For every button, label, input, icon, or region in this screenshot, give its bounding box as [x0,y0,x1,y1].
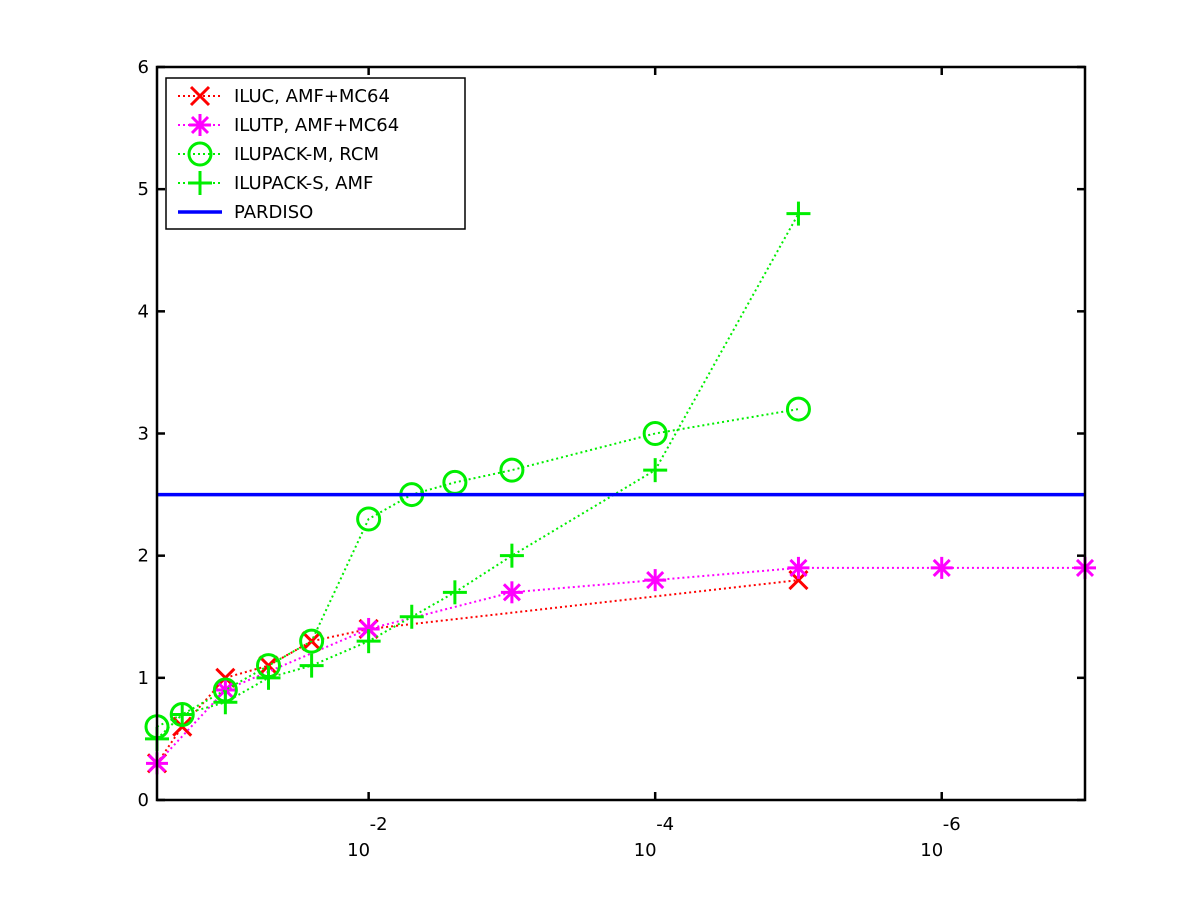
data-point-ilupack-s-amf-6 [399,604,424,629]
x-tick-label-base--6: 10 [920,840,943,861]
data-point-ilutp-amf-mc64-6 [930,556,953,579]
data-point-ilutp-amf-mc64-3 [500,581,523,604]
data-point-ilupack-m-rcm-5 [356,506,382,532]
plot-area [144,201,1096,775]
x-tick-label-exponent--6: -6 [943,814,961,835]
y-tick-label-1: 1 [138,668,149,689]
y-tick-label-6: 6 [138,57,149,78]
legend-marker-ilupack-s-amf [188,171,212,195]
series-ilutp-amf-mc64 [146,556,1096,775]
legend-label-ilutp-amf-mc64: ILUTP, AMF+MC64 [234,115,399,136]
data-point-ilupack-s-amf-9 [643,458,668,483]
series-line-ilupack-m-rcm [156,408,799,728]
legend-entry-ilutp-amf-mc64: ILUTP, AMF+MC64 [178,114,399,136]
legend-entry-ilupack-s-amf: ILUPACK-S, AMF [178,171,373,195]
data-point-ilutp-amf-mc64-5 [787,556,810,579]
data-point-ilupack-s-amf-1 [170,702,195,727]
x-tick-label-exponent--2: -2 [370,814,388,835]
y-tick-label-4: 4 [138,301,149,322]
data-point-ilupack-s-amf-5 [356,629,381,654]
legend-label-ilupack-s-amf: ILUPACK-S, AMF [234,173,373,194]
legend-label-ilupack-m-rcm: ILUPACK-M, RCM [234,144,379,165]
legend-entry-iluc-amf-mc64: ILUC, AMF+MC64 [178,85,390,107]
data-point-ilupack-m-rcm-4 [299,628,325,654]
data-point-ilupack-s-amf-3 [256,665,281,690]
y-tick-label-0: 0 [138,790,149,811]
data-point-ilupack-m-rcm-9 [642,421,668,446]
legend-entry-ilupack-m-rcm: ILUPACK-M, RCM [178,141,379,167]
data-point-ilutp-amf-mc64-2 [357,617,380,640]
series-line-ilutp-amf-mc64 [156,566,1085,765]
data-point-ilupack-m-rcm-10 [785,396,811,422]
data-point-ilupack-s-amf-8 [499,543,524,568]
data-point-ilupack-s-amf-4 [299,653,324,678]
legend-marker-ilutp-amf-mc64 [189,114,211,136]
x-tick-label-base--2: 10 [347,840,370,861]
legend: ILUC, AMF+MC64 ILUTP, AMF+MC64 ILUPACK-M, … [165,77,466,230]
data-point-ilupack-m-rcm-8 [499,457,525,483]
legend-entry-pardiso: PARDISO [178,202,313,223]
data-point-ilupack-s-amf-7 [442,580,467,605]
data-point-ilutp-amf-mc64-4 [644,569,667,592]
y-tick-label-5: 5 [138,179,149,200]
data-point-iluc-amf-mc64-3 [258,655,279,676]
legend-marker-iluc-amf-mc64 [189,85,211,107]
legend-label-pardiso: PARDISO [234,202,313,223]
y-tick-label-3: 3 [138,424,149,445]
data-point-ilupack-s-amf-10 [786,201,811,226]
series-ilupack-s-amf [145,201,811,751]
legend-box [165,77,466,230]
data-point-ilupack-s-amf-2 [213,690,238,715]
legend-label-iluc-amf-mc64: ILUC, AMF+MC64 [234,86,390,107]
legend-marker-ilupack-m-rcm [187,141,213,167]
x-tick-label-exponent--4: -4 [656,814,674,835]
y-tick-label-2: 2 [138,546,149,567]
x-tick-label-base--4: 10 [634,840,657,861]
